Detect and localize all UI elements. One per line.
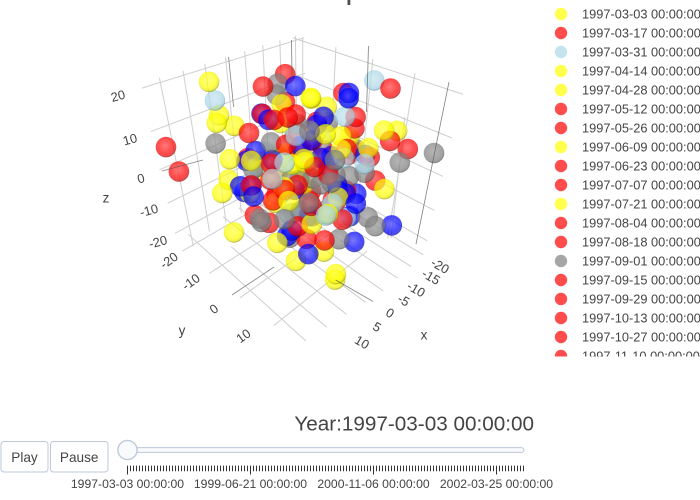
svg-text:1997-09-01 00:00:00: 1997-09-01 00:00:00 — [582, 253, 700, 268]
svg-text:1997-09-15 00:00:00: 1997-09-15 00:00:00 — [582, 272, 700, 287]
svg-text:1997-08-18 00:00:00: 1997-08-18 00:00:00 — [582, 234, 700, 249]
svg-text:0: 0 — [136, 170, 147, 186]
svg-text:Pause: Pause — [60, 450, 99, 465]
svg-text:1997-03-03 00:00:00: 1997-03-03 00:00:00 — [582, 6, 700, 21]
svg-text:1997-06-09 00:00:00: 1997-06-09 00:00:00 — [582, 139, 700, 154]
svg-text:1999-06-21 00:00:00: 1999-06-21 00:00:00 — [194, 477, 307, 491]
svg-text:10: 10 — [352, 332, 372, 352]
svg-text:1997-07-21 00:00:00: 1997-07-21 00:00:00 — [582, 196, 700, 211]
svg-text:1997-10-13 00:00:00: 1997-10-13 00:00:00 — [582, 310, 700, 325]
svg-text:1997-07-07 00:00:00: 1997-07-07 00:00:00 — [582, 177, 700, 192]
svg-text:-10: -10 — [138, 201, 160, 220]
svg-text:10: 10 — [121, 130, 139, 148]
svg-text:x: x — [421, 328, 428, 343]
svg-text:1997-03-31 00:00:00: 1997-03-31 00:00:00 — [582, 44, 700, 59]
svg-text:2000-11-06 00:00:00: 2000-11-06 00:00:00 — [317, 477, 429, 491]
svg-text:-20: -20 — [147, 232, 169, 251]
svg-text:1997-04-28 00:00:00: 1997-04-28 00:00:00 — [582, 82, 700, 97]
svg-text:z: z — [103, 191, 110, 206]
svg-text:1997-03-03 00:00:00: 1997-03-03 00:00:00 — [71, 477, 184, 491]
svg-text:1997-03-17 00:00:00: 1997-03-17 00:00:00 — [582, 25, 700, 40]
svg-text:1997-05-12 00:00:00: 1997-05-12 00:00:00 — [582, 101, 700, 116]
svg-text:1997-05-26 00:00:00: 1997-05-26 00:00:00 — [582, 120, 700, 135]
svg-text:1997-10-27 00:00:00: 1997-10-27 00:00:00 — [582, 329, 700, 344]
svg-text:1997-11-10 00:00:00: 1997-11-10 00:00:00 — [582, 348, 700, 363]
svg-text:1997-04-14 00:00:00: 1997-04-14 00:00:00 — [582, 63, 700, 78]
svg-text:Year:1997-03-03 00:00:00: Year:1997-03-03 00:00:00 — [294, 413, 534, 436]
svg-text:1997-06-23 00:00:00: 1997-06-23 00:00:00 — [582, 158, 700, 173]
svg-text:y: y — [179, 323, 186, 338]
svg-text:Play: Play — [11, 450, 38, 465]
svg-text:20: 20 — [109, 87, 127, 105]
svg-text:2002-03-25 00:00:00: 2002-03-25 00:00:00 — [440, 477, 553, 491]
svg-text:1997-08-04 00:00:00: 1997-08-04 00:00:00 — [582, 215, 700, 230]
svg-text:1997-09-29 00:00:00: 1997-09-29 00:00:00 — [582, 291, 700, 306]
